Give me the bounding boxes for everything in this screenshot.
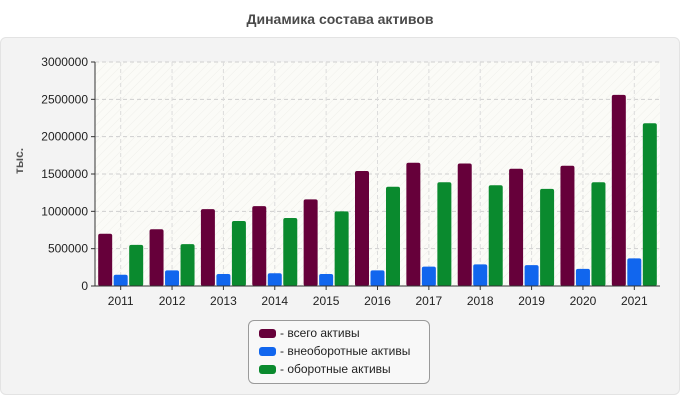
y-tick-label: 3000000 [41, 55, 88, 69]
x-tick-label: 2016 [364, 294, 391, 308]
bar-total-assets-2012 [149, 229, 164, 286]
x-tick-label: 2014 [261, 294, 288, 308]
y-tick-label: 2000000 [41, 130, 88, 144]
legend-label-current-assets: - оборотные активы [280, 362, 391, 376]
bar-noncurrent-assets-2017 [421, 266, 436, 286]
bar-total-assets-2011 [98, 233, 113, 286]
bar-total-assets-2017 [406, 162, 421, 286]
bar-total-assets-2015 [303, 199, 318, 286]
y-tick-label: 1000000 [41, 204, 88, 218]
y-tick-label: 2500000 [41, 92, 88, 106]
bar-noncurrent-assets-2015 [319, 274, 334, 286]
legend-item-noncurrent-assets: - внеоборотные активы [259, 344, 410, 358]
bar-noncurrent-assets-2019 [524, 265, 539, 286]
bar-current-assets-2019 [540, 188, 555, 286]
bar-total-assets-2014 [252, 206, 267, 286]
bar-total-assets-2013 [200, 209, 215, 286]
bar-total-assets-2021 [611, 94, 626, 286]
bar-noncurrent-assets-2012 [165, 270, 180, 286]
chart-title: Динамика состава активов [246, 11, 434, 27]
bar-current-assets-2015 [334, 211, 349, 286]
legend-item-total-assets: - всего активы [259, 326, 360, 340]
bar-noncurrent-assets-2013 [216, 274, 231, 286]
bar-noncurrent-assets-2021 [627, 258, 642, 286]
bar-current-assets-2021 [642, 123, 657, 286]
legend-swatch-current-assets [259, 364, 276, 374]
legend: - всего активы - внеоборотные активы - о… [248, 320, 430, 384]
x-tick-label: 2021 [621, 294, 648, 308]
bar-current-assets-2017 [437, 182, 452, 286]
legend-swatch-noncurrent-assets [259, 346, 276, 356]
x-tick-label: 2011 [108, 294, 134, 308]
y-tick-label: 500000 [48, 242, 88, 256]
legend-label-noncurrent-assets: - внеоборотные активы [280, 344, 411, 358]
x-tick-label: 2018 [467, 294, 494, 308]
x-tick-label: 2020 [570, 294, 597, 308]
legend-label-total-assets: - всего активы [280, 326, 360, 340]
x-tick-label: 2019 [518, 294, 545, 308]
bar-noncurrent-assets-2018 [473, 264, 488, 286]
bar-current-assets-2013 [231, 221, 246, 286]
y-axis-label: тыс. [12, 147, 26, 174]
bar-noncurrent-assets-2011 [113, 274, 128, 286]
bar-total-assets-2019 [509, 168, 524, 286]
bar-current-assets-2020 [591, 182, 606, 286]
x-tick-label: 2013 [210, 294, 237, 308]
bar-noncurrent-assets-2016 [370, 270, 385, 286]
x-tick-label: 2012 [159, 294, 186, 308]
x-tick-label: 2017 [416, 294, 443, 308]
bar-current-assets-2018 [488, 185, 503, 286]
bar-noncurrent-assets-2014 [267, 273, 282, 286]
legend-swatch-total-assets [259, 328, 276, 338]
bar-current-assets-2016 [386, 186, 400, 286]
bar-total-assets-2020 [560, 165, 575, 286]
bar-current-assets-2014 [283, 218, 298, 286]
bar-current-assets-2011 [129, 244, 144, 286]
y-tick-label: 0 [81, 279, 88, 293]
bar-current-assets-2012 [180, 244, 195, 286]
y-tick-label: 1500000 [41, 167, 88, 181]
bar-total-assets-2016 [355, 171, 369, 286]
bar-total-assets-2018 [457, 163, 472, 286]
x-tick-label: 2015 [313, 294, 340, 308]
bar-noncurrent-assets-2020 [575, 268, 590, 286]
legend-item-current-assets: - оборотные активы [259, 362, 391, 376]
